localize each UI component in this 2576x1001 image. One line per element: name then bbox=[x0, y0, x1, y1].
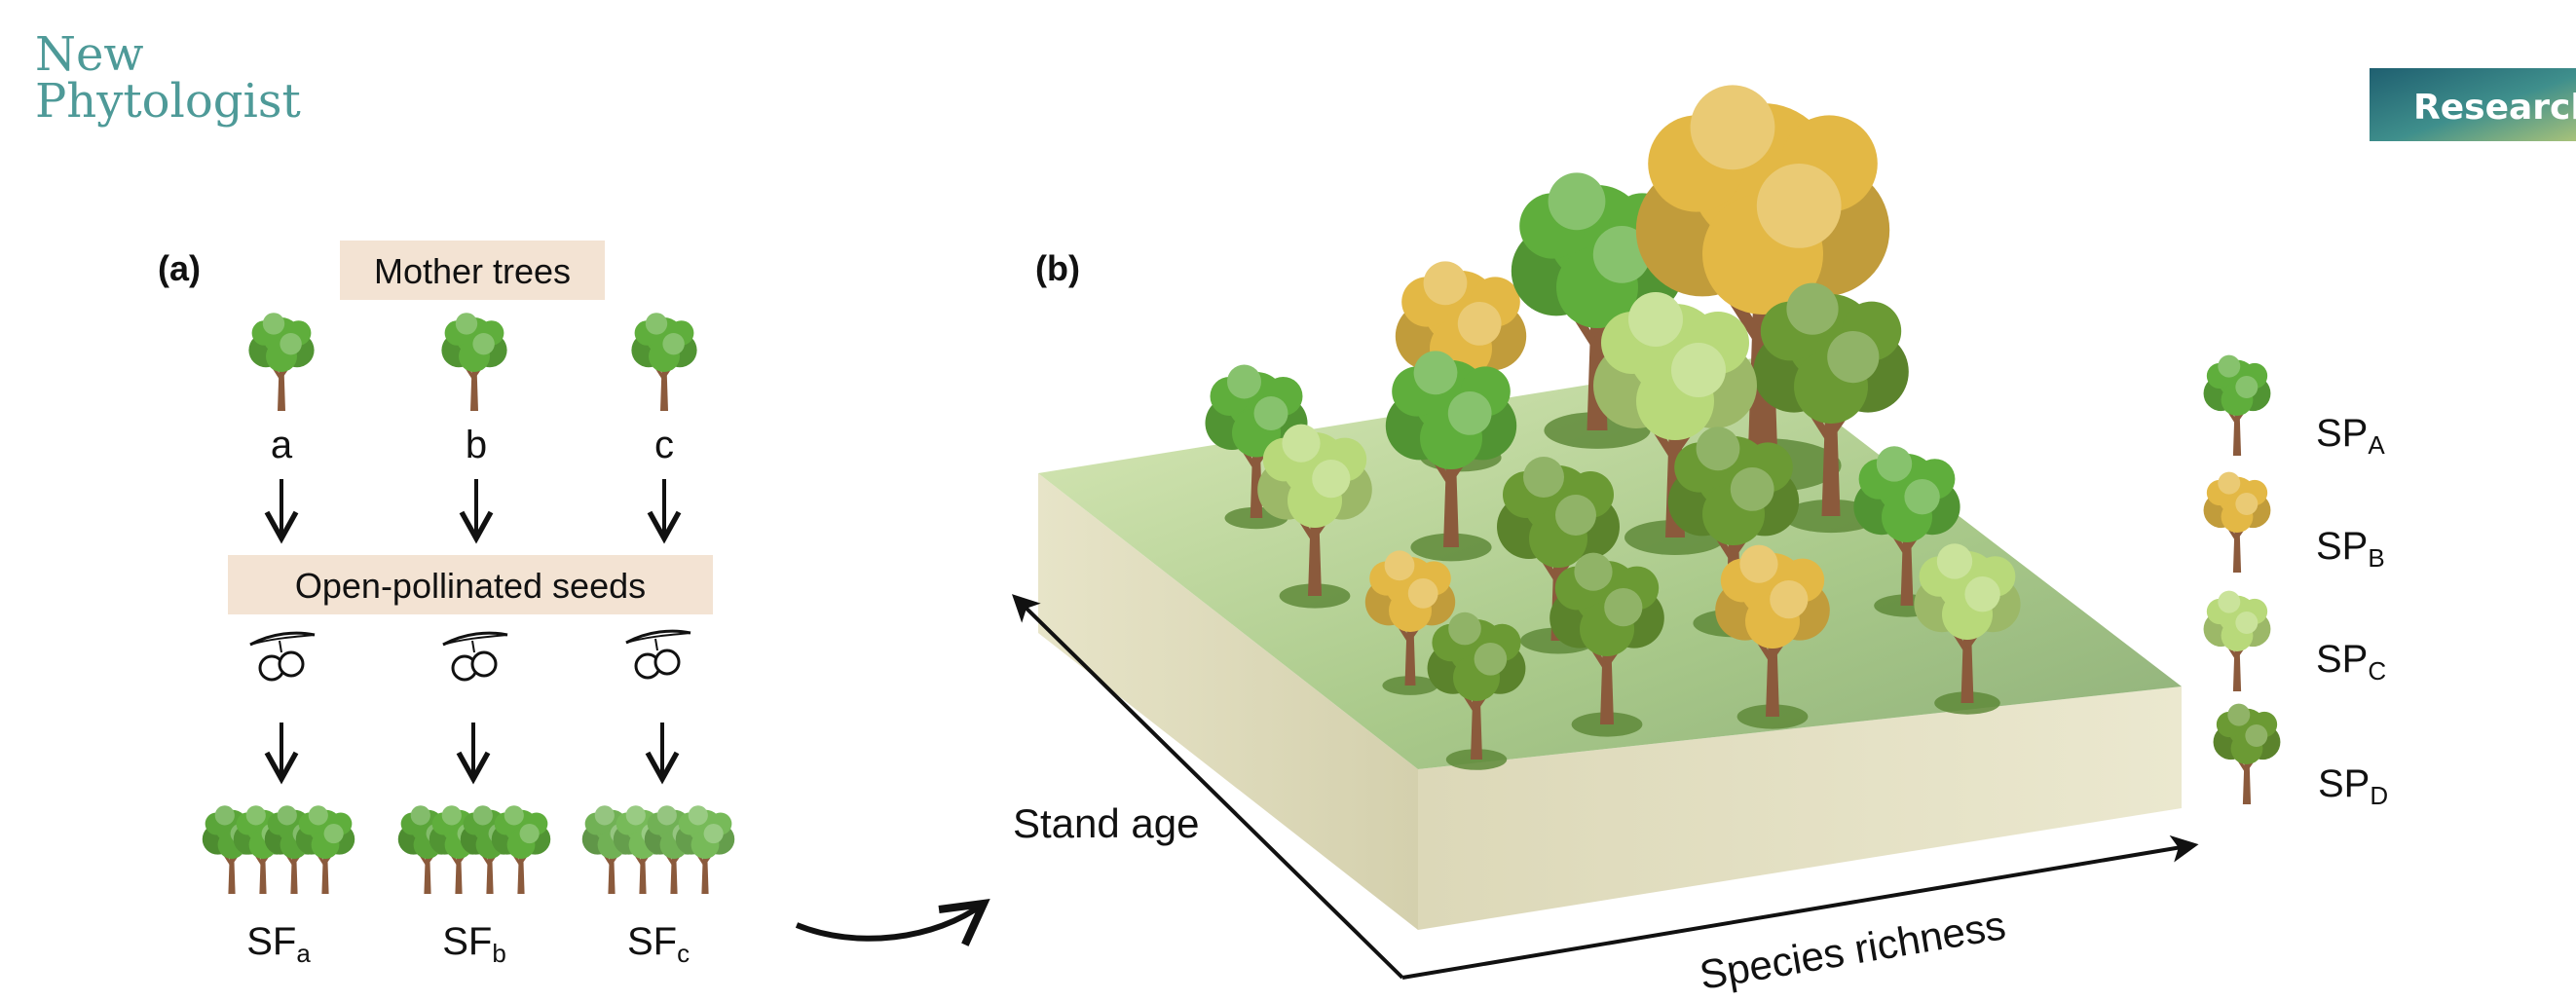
connector-arrow-a-to-b bbox=[795, 899, 990, 946]
species-richness-axis bbox=[1401, 834, 2199, 980]
forest-tree-1 bbox=[1205, 364, 1308, 530]
legend-label-c: SPC bbox=[2316, 638, 2386, 686]
mother-label-c: c bbox=[654, 424, 674, 466]
mother-tree-a-icon bbox=[248, 313, 315, 411]
mother-trees-label: Mother trees bbox=[374, 251, 571, 291]
mother-label-a: a bbox=[271, 424, 293, 466]
slab-front-face bbox=[1418, 686, 2182, 930]
forest-tree-8 bbox=[1257, 424, 1372, 609]
seed-icons bbox=[249, 629, 691, 682]
panel-b: (b) Stand age Species richness SPA SPB S… bbox=[1012, 85, 2388, 998]
mother-tree-b-icon bbox=[441, 313, 507, 411]
species-legend: SPA SPB SPC SPD bbox=[2203, 354, 2388, 810]
legend-label-d-subscript: D bbox=[2370, 781, 2388, 810]
family-label-b: SFb bbox=[442, 920, 506, 968]
family-label-c-subscript: c bbox=[677, 939, 690, 968]
legend-label-b-prefix: SP bbox=[2316, 525, 2368, 568]
section-badge-label: Research bbox=[2413, 88, 2576, 128]
seed-icon-b bbox=[442, 631, 508, 682]
forest-tree-15 bbox=[1715, 544, 1830, 729]
forest-tree-16 bbox=[1914, 543, 2021, 715]
stand-age-axis bbox=[1012, 594, 1404, 980]
panel-a-label: (a) bbox=[158, 248, 201, 288]
legend-label-c-subscript: C bbox=[2368, 656, 2386, 686]
mother-label-b: b bbox=[466, 424, 487, 466]
legend-label-a-subscript: A bbox=[2368, 430, 2385, 460]
section-badge-background bbox=[2370, 68, 2576, 141]
legend-tree-c-icon bbox=[2203, 590, 2271, 691]
seed-icon-a bbox=[249, 631, 316, 682]
forest-tree-6 bbox=[1385, 351, 1517, 562]
family-label-a: SFa bbox=[246, 920, 311, 968]
legend-label-d-prefix: SP bbox=[2318, 762, 2370, 805]
stand-age-axis-label: Stand age bbox=[1013, 800, 1200, 846]
forest-tree-3 bbox=[1511, 172, 1684, 449]
journal-logo: New Phytologist bbox=[35, 27, 301, 129]
family-label-c-prefix: SF bbox=[627, 920, 677, 963]
forest-tree-12 bbox=[1364, 550, 1456, 695]
forest-trees bbox=[1205, 85, 2021, 770]
mother-trees-label-box bbox=[340, 241, 605, 300]
legend-icons bbox=[2203, 354, 2281, 804]
legend-label-a: SPA bbox=[2316, 412, 2385, 460]
legend-label-c-prefix: SP bbox=[2316, 638, 2368, 681]
slab-left-face bbox=[1038, 473, 1418, 930]
seedling-tree-icon bbox=[675, 805, 735, 894]
family-label-b-subscript: b bbox=[492, 939, 505, 968]
species-richness-axis-label: Species richness bbox=[1697, 902, 2009, 998]
family-label-a-subscript: a bbox=[296, 939, 311, 968]
legend-label-a-prefix: SP bbox=[2316, 412, 2368, 455]
sibling-family-c-trees bbox=[581, 805, 735, 894]
seed-icon-c bbox=[625, 629, 691, 680]
journal-name-line2: Phytologist bbox=[35, 74, 301, 129]
family-label-c: SFc bbox=[627, 920, 690, 968]
seeds-label-box bbox=[228, 555, 713, 614]
seedling-tree-icon bbox=[295, 805, 355, 894]
family-label-a-prefix: SF bbox=[246, 920, 296, 963]
legend-tree-b-icon bbox=[2203, 471, 2271, 573]
sibling-family-tree-groups bbox=[202, 805, 735, 894]
legend-label-d: SPD bbox=[2318, 762, 2388, 810]
legend-tree-a-icon bbox=[2203, 354, 2271, 456]
legend-label-b-subscript: B bbox=[2368, 543, 2384, 573]
section-badge: Research bbox=[2370, 68, 2576, 141]
sibling-family-a-trees bbox=[202, 805, 355, 894]
panel-b-label: (b) bbox=[1035, 248, 1080, 288]
legend-tree-d-icon bbox=[2213, 703, 2281, 804]
mother-tree-c-icon bbox=[631, 313, 697, 411]
legend-label-b: SPB bbox=[2316, 525, 2385, 573]
forest-tree-13 bbox=[1427, 612, 1526, 770]
journal-name-line1: New bbox=[35, 27, 144, 82]
family-label-b-prefix: SF bbox=[442, 920, 492, 963]
panel-a: (a) Mother trees a b c Open-pollinated s… bbox=[158, 241, 735, 968]
seedling-tree-icon bbox=[491, 805, 551, 894]
sibling-family-b-trees bbox=[397, 805, 551, 894]
forest-tree-14 bbox=[1549, 552, 1664, 737]
mother-tree-icons bbox=[248, 313, 697, 411]
seeds-label: Open-pollinated seeds bbox=[295, 566, 646, 606]
